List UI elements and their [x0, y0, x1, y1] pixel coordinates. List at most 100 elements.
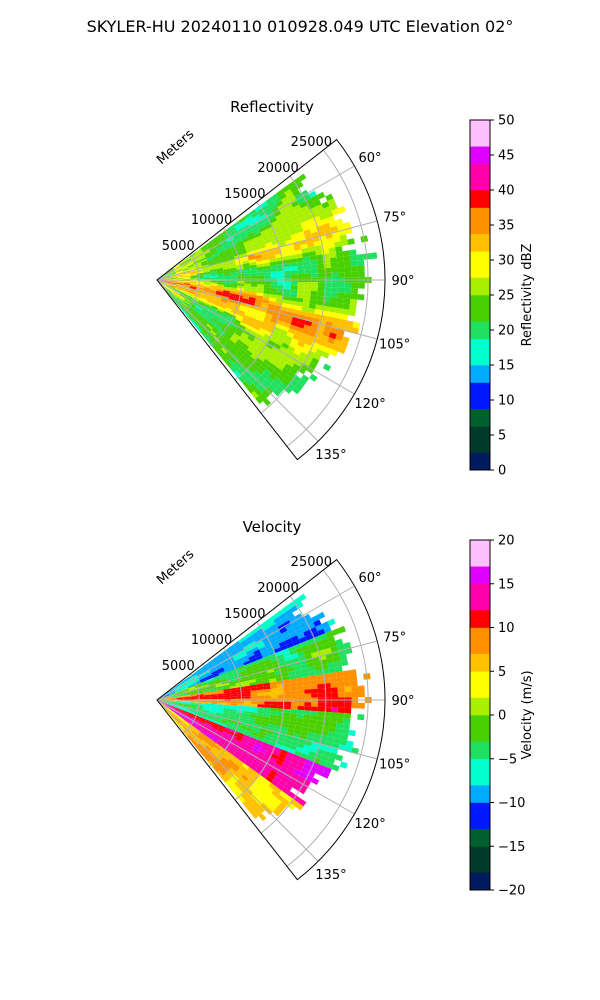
radar-gate: [180, 712, 187, 717]
radar-gate: [214, 344, 221, 351]
colorbar-swatch: [470, 295, 490, 305]
radar-gate: [239, 356, 247, 364]
radar-gate: [253, 249, 261, 254]
radar-gate: [209, 728, 217, 734]
radar-gate: [194, 293, 202, 298]
radar-gate: [217, 277, 225, 280]
radar-gate: [298, 173, 307, 182]
azimuth-line: [156, 279, 319, 442]
radar-gate: [203, 285, 211, 289]
radar-gate: [214, 260, 222, 265]
radar-gate: [223, 323, 231, 330]
radar-gate: [320, 335, 329, 342]
radar-gate: [216, 266, 223, 270]
radar-gate: [183, 283, 191, 286]
radar-gate: [243, 734, 251, 740]
radar-gate: [263, 319, 271, 325]
colorbar-swatch: [470, 198, 490, 208]
radar-gate: [243, 760, 252, 767]
radar-gate: [236, 710, 244, 714]
radar-gate: [210, 706, 217, 710]
radar-gate: [292, 177, 301, 186]
radar-gate: [281, 648, 290, 655]
radar-gate: [330, 292, 338, 298]
radar-gate: [201, 684, 209, 688]
colorbar-swatch: [470, 837, 490, 847]
radar-gate: [304, 286, 312, 291]
radar-gate: [221, 297, 229, 302]
radar-gate: [201, 713, 209, 717]
radar-gate: [288, 616, 297, 624]
radar-gate: [260, 229, 268, 236]
radar-gate: [217, 275, 224, 278]
colorbar-swatch: [470, 461, 490, 471]
radar-gate: [263, 799, 271, 808]
radar-gate: [306, 218, 315, 225]
radar-gate: [289, 378, 299, 387]
radar-gate: [186, 681, 193, 686]
radar-gate: [257, 774, 266, 782]
radar-gate: [211, 723, 219, 729]
colorbar-swatch: [470, 225, 490, 235]
radar-gate: [193, 295, 201, 300]
radar-gate: [236, 707, 244, 711]
radar-gate: [203, 305, 211, 310]
radar-gate: [237, 696, 245, 699]
radar-gate: [260, 324, 268, 331]
radar-gate: [178, 725, 184, 731]
radar-gate: [290, 686, 298, 691]
radar-gate: [227, 254, 234, 259]
radar-gate: [267, 306, 275, 312]
radar-gate: [262, 679, 270, 684]
colorbar-swatch: [470, 163, 490, 173]
colorbar-swatch: [470, 216, 490, 226]
radar-gate: [331, 208, 340, 216]
radar-gate: [251, 311, 259, 317]
radar-gate: [213, 255, 220, 260]
radar-gate: [335, 302, 344, 309]
radar-gate: [300, 374, 310, 383]
radar-gate: [205, 754, 212, 761]
radar-gate: [189, 271, 197, 274]
panel-title: Velocity: [243, 518, 302, 536]
radar-gate: [251, 663, 259, 669]
radar-gate: [261, 372, 269, 380]
azimuth-line: [156, 220, 378, 281]
colorbar-swatch: [470, 820, 490, 830]
radar-gate: [350, 680, 358, 687]
radar-gate: [204, 315, 212, 321]
radar-gate: [168, 688, 174, 693]
radar-gate: [290, 713, 298, 718]
colorbar-tick-label: 40: [498, 184, 515, 199]
radar-gate: [232, 250, 240, 255]
radar-gate: [211, 317, 218, 324]
radar-gate: [288, 724, 296, 730]
radar-gate: [227, 778, 235, 786]
radar-gate: [270, 704, 278, 709]
radar-gate: [235, 681, 243, 686]
radar-gate: [216, 232, 224, 239]
radar-gate: [167, 287, 174, 293]
radar-gate: [238, 309, 246, 315]
radar-gate: [327, 757, 336, 765]
radar-gate: [227, 676, 235, 681]
radar-gate: [335, 671, 344, 678]
radar-gate: [227, 656, 234, 663]
radar-gate: [317, 628, 326, 636]
radar-gate: [298, 378, 307, 387]
radar-gate: [339, 319, 348, 326]
radar-gate: [237, 273, 245, 277]
radar-gate: [291, 736, 300, 743]
radar-gate: [195, 745, 202, 752]
radar-gate: [218, 670, 226, 676]
radar-gate: [202, 738, 209, 744]
radar-gate: [261, 299, 270, 304]
radar-gate: [232, 653, 240, 660]
radar-gate: [234, 750, 242, 757]
radar-gate: [267, 200, 276, 208]
radar-gate: [191, 320, 197, 327]
radar-gate: [258, 731, 267, 736]
radar-gate: [295, 764, 304, 772]
radar-gate: [233, 343, 241, 351]
radar-gate: [358, 282, 365, 289]
